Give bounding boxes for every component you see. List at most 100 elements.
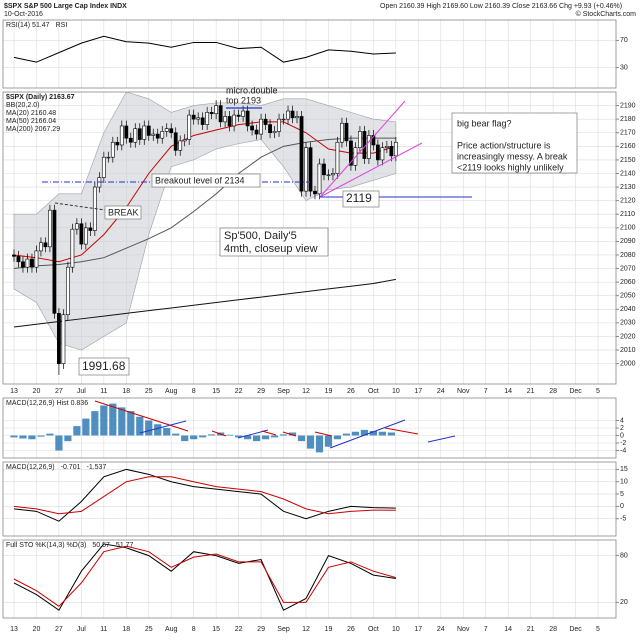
- bar: [145, 420, 153, 436]
- y-tick-label: 2010: [620, 347, 636, 354]
- y-tick-label: 5: [620, 491, 624, 498]
- bar: [10, 435, 18, 438]
- annotation: top 2193: [226, 95, 261, 105]
- candle-body: [286, 110, 290, 120]
- candle-body: [322, 163, 326, 176]
- bar: [252, 435, 261, 442]
- bar: [378, 431, 386, 436]
- panel-frame: [2, 19, 617, 89]
- legend-entry: $SPX (Daily) 2163.67: [6, 94, 75, 101]
- candle-body: [191, 114, 196, 120]
- bar: [315, 435, 324, 453]
- candle-body: [223, 116, 228, 123]
- y-tick-label: 70: [620, 37, 628, 44]
- x-tick-label: 17: [414, 388, 422, 395]
- bar: [91, 411, 99, 436]
- x-tick-label: Oct: [368, 626, 379, 633]
- candle-body: [196, 117, 201, 120]
- candle-body: [290, 110, 295, 119]
- legend-entry: -1.537: [87, 464, 107, 471]
- y-tick-label: 2090: [620, 238, 636, 245]
- x-tick-label: 18: [122, 388, 130, 395]
- candle-body: [380, 147, 385, 161]
- x-tick-label: Dec: [569, 388, 582, 395]
- label-box: [104, 205, 142, 220]
- y-tick-label: 2040: [620, 306, 636, 313]
- annotation: 2119: [346, 191, 372, 205]
- candle-body: [187, 114, 192, 140]
- x-tick-label: 12: [302, 388, 310, 395]
- annotation: Price action/structure is: [457, 140, 551, 150]
- panel-frame: [2, 397, 617, 459]
- y-tick-label: -5: [620, 516, 626, 523]
- x-tick-label: 5: [596, 388, 600, 395]
- divergence-line: [314, 431, 333, 437]
- x-tick-label: 25: [145, 626, 153, 633]
- candle-body: [178, 140, 183, 151]
- legend-entry: 50.57: [92, 542, 110, 549]
- y-tick-label: -2: [620, 440, 626, 447]
- y-tick-label: 30: [620, 64, 628, 71]
- candle-body: [133, 128, 138, 143]
- candle-body: [313, 190, 317, 195]
- x-tick-label: 29: [257, 626, 265, 633]
- bar: [235, 435, 243, 438]
- label-box: [78, 357, 130, 376]
- annotation: micro.double: [226, 85, 278, 95]
- bar: [360, 429, 369, 436]
- x-tick-label: 27: [55, 626, 63, 633]
- candle-body: [304, 147, 308, 192]
- label-box: [219, 227, 329, 257]
- x-tick-label: 26: [347, 388, 355, 395]
- date: 10-Oct-2016: [4, 11, 43, 18]
- legend-entry: MACD(12,26,9): [6, 464, 55, 471]
- x-tick-label: 12: [302, 626, 310, 633]
- divergence-line: [261, 430, 277, 436]
- panel: [3, 20, 616, 88]
- x-tick-label: 14: [504, 388, 512, 395]
- candle-body: [83, 227, 88, 245]
- x-tick-label: 21: [527, 388, 535, 395]
- candle-body: [70, 228, 75, 268]
- y-tick-label: 2060: [620, 279, 636, 286]
- x-tick-label: Nov: [457, 388, 470, 395]
- bar: [324, 435, 333, 447]
- x-tick-label: 11: [100, 626, 107, 633]
- candle-body: [281, 118, 286, 121]
- candle-body: [254, 129, 259, 135]
- panel-bg: [3, 20, 616, 88]
- y-tick-label: 2030: [620, 320, 636, 327]
- x-tick-label: 8: [192, 626, 196, 633]
- divergence-line: [94, 400, 189, 432]
- x-tick-label: 5: [596, 626, 600, 633]
- candle-body: [366, 135, 371, 159]
- candle-body: [375, 144, 380, 161]
- credit: © StockCharts.com: [576, 10, 637, 18]
- y-tick-label: 2050: [620, 293, 636, 300]
- symbol: $SPX S&P 500 Large Cap Index INDX: [4, 3, 127, 10]
- candle-body: [57, 313, 61, 364]
- panel-bg: [3, 462, 616, 536]
- series-line: [13, 137, 396, 270]
- candle-body: [155, 133, 160, 139]
- bar: [100, 405, 108, 436]
- x-tick-label: 25: [145, 388, 153, 395]
- panel-frame: [2, 539, 617, 619]
- bar: [199, 435, 207, 438]
- annotation: Breakout level of 2134: [155, 175, 245, 185]
- candle-body: [268, 124, 272, 134]
- x-tick-label: 18: [122, 626, 130, 633]
- annotation: big bear flag?: [457, 118, 512, 128]
- candle-body: [164, 128, 169, 132]
- candle-body: [146, 125, 151, 136]
- bar: [342, 433, 351, 436]
- bar: [46, 433, 54, 436]
- x-tick-label: 15: [212, 388, 220, 395]
- note-box: [451, 112, 578, 174]
- bar: [55, 435, 63, 451]
- candle-body: [295, 116, 299, 119]
- x-tick-label: 7: [484, 626, 488, 633]
- y-tick-label: 4: [620, 417, 624, 424]
- candle-body: [128, 137, 133, 143]
